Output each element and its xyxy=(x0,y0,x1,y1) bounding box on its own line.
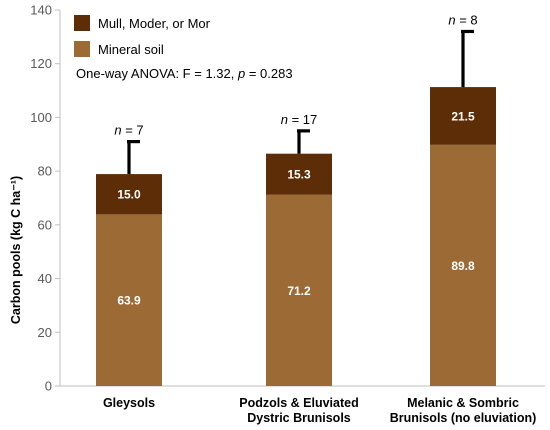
x-category-label: Gleysols xyxy=(103,396,155,410)
anova-prefix: One-way ANOVA: F = 1.32, xyxy=(76,66,238,81)
sample-size-value: 7 xyxy=(136,123,143,138)
sample-size-n-symbol: n xyxy=(114,123,121,138)
y-tick-label: 100 xyxy=(30,110,52,125)
legend-swatch-mineral xyxy=(74,41,90,57)
sample-size-label: n = 7 xyxy=(114,123,143,138)
value-label-mineral: 63.9 xyxy=(117,294,141,308)
legend-label-mineral: Mineral soil xyxy=(98,42,164,57)
bar-mineral-segment xyxy=(430,144,496,386)
y-tick-label: 80 xyxy=(38,164,52,179)
y-tick-label: 0 xyxy=(45,379,52,394)
x-category-label: Melanic & Sombric xyxy=(407,396,519,410)
y-tick-label: 140 xyxy=(30,3,52,18)
y-axis-title: Carbon pools (kg C ha⁻¹) xyxy=(9,176,23,324)
legend: Mull, Moder, or Mor Mineral soil xyxy=(74,15,211,57)
bar-organic-segment xyxy=(96,174,162,215)
value-label-mineral: 71.2 xyxy=(287,284,311,298)
anova-annotation: One-way ANOVA: F = 1.32, p = 0.283 xyxy=(76,66,293,81)
sample-size-value: 8 xyxy=(470,12,477,27)
value-label-organic: 15.3 xyxy=(287,168,311,182)
legend-swatch-organic xyxy=(74,15,90,31)
sample-size-equals: = xyxy=(456,12,471,27)
y-tick-label: 60 xyxy=(38,217,52,232)
bar-mineral-segment xyxy=(266,194,332,386)
x-category-label: Podzols & Eluviated xyxy=(239,396,358,410)
anova-p-symbol: p xyxy=(237,66,245,81)
value-label-mineral: 89.8 xyxy=(451,259,475,273)
sample-size-equals: = xyxy=(122,123,137,138)
sample-size-equals: = xyxy=(288,112,303,127)
bar-mineral-segment xyxy=(96,214,162,386)
y-tick-label: 20 xyxy=(38,325,52,340)
sample-size-value: 17 xyxy=(303,112,317,127)
x-category-label: Brunisols (no eluviation) xyxy=(390,411,537,425)
anova-suffix: = 0.283 xyxy=(245,66,292,81)
sample-size-n-symbol: n xyxy=(448,12,455,27)
y-tick-label: 120 xyxy=(30,56,52,71)
bar-organic-segment xyxy=(430,87,496,145)
sample-size-label: n = 8 xyxy=(448,12,477,27)
y-tick-label: 40 xyxy=(38,271,52,286)
x-category-label: Dystric Brunisols xyxy=(247,411,351,425)
value-label-organic: 21.5 xyxy=(451,109,475,123)
bar-layer xyxy=(96,29,496,386)
sample-size-n-symbol: n xyxy=(281,112,288,127)
legend-label-organic: Mull, Moder, or Mor xyxy=(98,16,211,31)
value-label-organic: 15.0 xyxy=(117,188,141,202)
label-layer: 63.9 15.0 n = 7 Gleysols 71.2 15.3 n = 17 Podzo… xyxy=(103,12,536,425)
bar-organic-segment xyxy=(266,153,332,195)
sample-size-label: n = 17 xyxy=(281,112,318,127)
